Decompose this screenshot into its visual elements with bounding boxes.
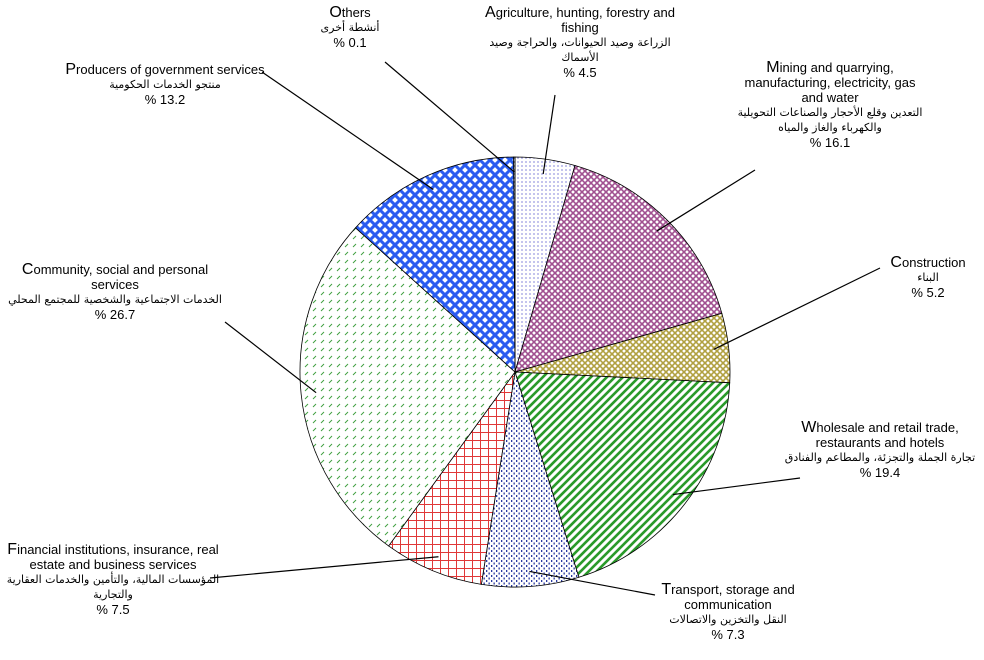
leader-line — [529, 570, 656, 596]
pie-slice — [480, 371, 580, 588]
pie-slice — [354, 156, 516, 373]
leader-line — [713, 267, 881, 350]
pie-slice — [513, 156, 516, 373]
leader-line — [542, 94, 556, 175]
label-ar: أنشطة أخرى — [320, 21, 380, 34]
slice-label: Community, social and personal services ا… — [5, 262, 225, 323]
label-ar: التعدين وقلع الأحجار والصناعات التحويلية… — [737, 106, 923, 134]
label-en: Agriculture, hunting, forestry and fishi… — [485, 4, 675, 35]
slice-label: Wholesale and retail trade, restaurants … — [780, 420, 980, 481]
label-ar: الخدمات الاجتماعية والشخصية للمجتمع المح… — [8, 293, 222, 306]
value-label: % 5.2 — [911, 285, 945, 300]
label-ar: منتجو الخدمات الحكومية — [109, 78, 221, 91]
pie-slice — [514, 371, 731, 578]
value-label: % 19.4 — [859, 465, 901, 480]
value-label: % 4.5 — [563, 65, 597, 80]
label-ar: البناء — [917, 271, 939, 284]
leader-line — [209, 556, 439, 579]
pie-slice — [388, 371, 516, 585]
label-ar: النقل والتخزين والاتصالات — [669, 613, 787, 626]
label-en: Wholesale and retail trade, restaurants … — [801, 419, 959, 450]
slice-label: Agriculture, hunting, forestry and fishi… — [485, 5, 675, 81]
slice-label: Transport, storage and communication النق… — [638, 582, 818, 643]
slice-label: Financial institutions, insurance, real … — [3, 542, 223, 618]
slice-label: Mining and quarrying, manufacturing, ele… — [735, 60, 925, 151]
label-en: Producers of government services — [65, 61, 265, 78]
leader-line — [224, 321, 317, 394]
value-label: % 7.3 — [711, 627, 745, 642]
label-ar: تجارة الجملة والتجزئة، والمطاعم والفنادق — [784, 451, 976, 464]
label-en: Construction — [890, 254, 966, 271]
value-label: % 16.1 — [809, 135, 851, 150]
leader-line — [672, 477, 801, 496]
value-label: % 13.2 — [144, 92, 186, 107]
label-en: Financial institutions, insurance, real … — [7, 541, 219, 572]
slice-label: Others أنشطة أخرى% 0.1 — [300, 5, 400, 51]
pie-slice — [514, 165, 723, 373]
value-label: % 0.1 — [333, 35, 367, 50]
slice-label: Producers of government services منتجو ال… — [65, 62, 265, 108]
value-label: % 7.5 — [96, 602, 130, 617]
label-en: Transport, storage and communication — [661, 581, 795, 612]
pie-slice — [299, 227, 516, 547]
slice-label: Construction البناء% 5.2 — [873, 255, 983, 301]
label-en: Community, social and personal services — [21, 261, 209, 292]
label-en: Mining and quarrying, manufacturing, ele… — [744, 59, 916, 105]
label-ar: الزراعة وصيد الحيوانات، والحراجة وصيد ال… — [489, 36, 671, 64]
label-en: Others — [329, 4, 371, 21]
label-ar: المؤسسات المالية، والتأمين والخدمات العق… — [6, 573, 220, 601]
leader-line — [384, 61, 515, 173]
leader-line — [261, 71, 434, 191]
leader-line — [656, 169, 756, 232]
value-label: % 26.7 — [94, 307, 136, 322]
